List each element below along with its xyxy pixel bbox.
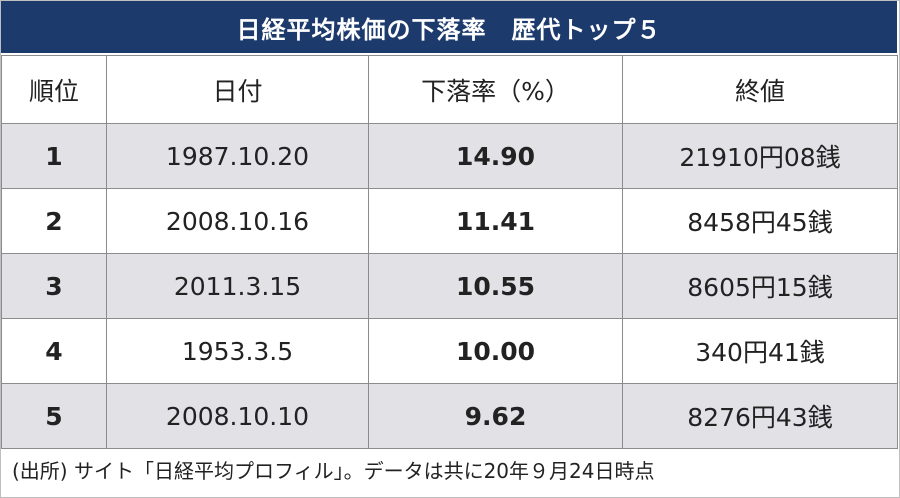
rank-cell: 4 xyxy=(1,318,107,384)
header-rate: 下落率（%） xyxy=(368,55,623,124)
close-cell: 8458円45銭 xyxy=(622,188,898,254)
rank-cell: 1 xyxy=(1,123,107,189)
source-note: (出所) サイト「日経平均プロフィル」。データは共に20年９月24日時点 xyxy=(12,459,655,483)
close-cell: 8605円15銭 xyxy=(622,253,898,319)
header-rank: 順位 xyxy=(1,55,107,124)
table-row: 2 2008.10.16 11.41 8458円45銭 xyxy=(1,188,898,254)
date-cell: 2008.10.10 xyxy=(106,383,369,449)
rate-cell: 14.90 xyxy=(368,123,623,189)
rate-cell: 11.41 xyxy=(368,188,623,254)
date-cell: 2008.10.16 xyxy=(106,188,369,254)
table-title: 日経平均株価の下落率 歴代トップ５ xyxy=(1,1,897,53)
rate-cell: 9.62 xyxy=(368,383,623,449)
close-cell: 21910円08銭 xyxy=(622,123,898,189)
header-row: 順位 日付 下落率（%） 終値 xyxy=(1,55,898,124)
table-row: 4 1953.3.5 10.00 340円41銭 xyxy=(1,318,898,384)
rate-cell: 10.55 xyxy=(368,253,623,319)
table-row: 5 2008.10.10 9.62 8276円43銭 xyxy=(1,383,898,449)
date-cell: 1953.3.5 xyxy=(106,318,369,384)
close-cell: 8276円43銭 xyxy=(622,383,898,449)
rate-cell: 10.00 xyxy=(368,318,623,384)
table-row: 3 2011.3.15 10.55 8605円15銭 xyxy=(1,253,898,319)
table-row: 1 1987.10.20 14.90 21910円08銭 xyxy=(1,123,898,189)
rank-cell: 2 xyxy=(1,188,107,254)
rank-cell: 3 xyxy=(1,253,107,319)
rank-cell: 5 xyxy=(1,383,107,449)
date-cell: 1987.10.20 xyxy=(106,123,369,189)
date-cell: 2011.3.15 xyxy=(106,253,369,319)
header-close: 終値 xyxy=(622,55,898,124)
close-cell: 340円41銭 xyxy=(622,318,898,384)
header-date: 日付 xyxy=(106,55,369,124)
ranking-table: 順位 日付 下落率（%） 終値 1 1987.10.20 14.90 21910円08… xyxy=(1,55,898,449)
